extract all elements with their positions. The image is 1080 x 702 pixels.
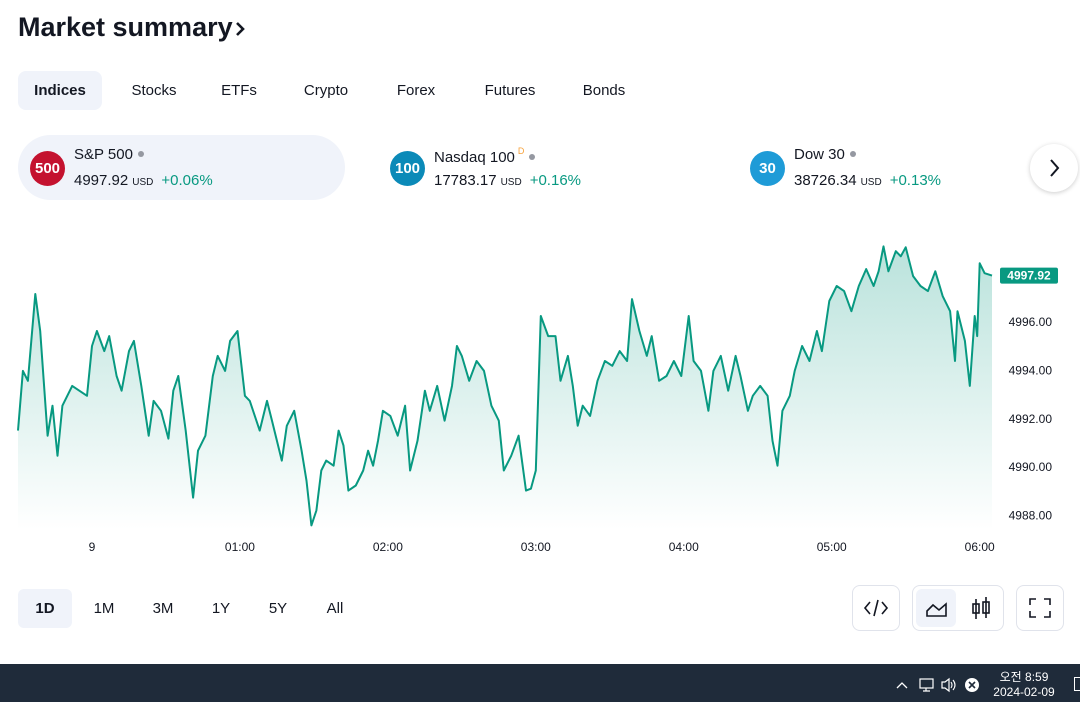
ticker-price: 38726.34 [794,172,857,189]
status-dot [849,151,856,157]
last-value-box [1000,267,1058,284]
clock-time[interactable]: 오전 8:59 [999,670,1049,684]
range-button[interactable]: 1D [18,589,72,628]
y-tick-label: 4996.00 [1009,315,1053,329]
clock-date[interactable]: 2024-02-09 [993,685,1055,699]
show-desktop[interactable] [1074,677,1080,691]
ticker-change: +0.16% [529,172,581,189]
ticker-change: +0.06% [161,172,213,189]
arrow-icon [1050,159,1060,177]
range-button[interactable]: 5Y [268,600,288,617]
next-button[interactable] [1030,144,1078,192]
ticker-currency: USD [860,177,882,188]
ticker-card[interactable] [18,135,345,200]
chart-style-group [912,585,1004,631]
tab[interactable]: Crypto [303,82,349,99]
area-style-button[interactable] [916,589,956,627]
range-button[interactable]: 1Y [211,600,231,617]
status-dot [529,154,536,160]
tab[interactable]: Futures [484,82,536,99]
ticker-card[interactable] [738,135,1065,200]
ticker-price-row: 4997.92 USD +0.06% [74,172,213,189]
ticker-badge: 30 [750,151,785,186]
area-icon [926,602,947,617]
ticker-name-row: Nasdaq 100 D [434,146,536,166]
ticker-card[interactable] [378,135,705,200]
x-tick-label: 03:00 [521,540,551,554]
candle-icon [972,597,990,619]
ticker-change: +0.13% [889,172,941,189]
ticker-badge: 500 [30,151,65,186]
embed-button[interactable] [852,585,900,631]
fullscreen-icon [1029,598,1051,618]
ticker-name[interactable]: Dow 30 [794,146,845,163]
ticker-price: 17783.17 [434,172,497,189]
x-tick-label: 04:00 [669,540,699,554]
y-tick-label: 4994.00 [1009,363,1053,377]
taskbar: 오전 8:59 2024-02-09 [0,664,1080,702]
ticker-price-row: 38726.34 USD +0.13% [794,172,941,189]
range-button[interactable]: All [326,600,344,617]
range-button[interactable]: 1M [93,600,115,617]
last-value-label: 4997.92 [1007,269,1051,283]
ticker-price-row: 17783.17 USD +0.16% [434,172,581,189]
title[interactable]: Market summary [18,12,233,42]
x-tick-label: 9 [89,540,96,554]
ticker-currency: USD [500,177,522,188]
ticker-name-row: S&P 500 [74,146,144,163]
tab[interactable]: Bonds [582,82,626,99]
ticker-price: 4997.92 [74,172,129,189]
price-line [17,245,993,527]
tab[interactable]: Stocks [131,82,177,99]
tab[interactable]: Indices [18,71,102,110]
x-tick-label: 06:00 [965,540,995,554]
ticker-name-row: Dow 30 [794,146,856,163]
area-fill [18,246,992,530]
y-tick-label: 4992.00 [1009,412,1053,426]
ticker-currency: USD [132,177,154,188]
code-icon [863,599,889,617]
range-button[interactable]: 3M [152,600,174,617]
ticker-name[interactable]: S&P 500 [74,146,133,163]
tab[interactable]: Forex [396,82,436,99]
x-tick-label: 05:00 [817,540,847,554]
ticker-flag: D [517,146,525,156]
y-tick-label: 4990.00 [1009,460,1053,474]
x-tick-label: 01:00 [225,540,255,554]
candle-style-button[interactable] [961,589,1001,627]
tray-icons [896,677,979,693]
status-dot [137,151,144,157]
fullscreen-button[interactable] [1016,585,1064,631]
ticker-name[interactable]: Nasdaq 100 [434,149,515,166]
tab[interactable]: ETFs [221,82,257,99]
ticker-badge: 100 [390,151,425,186]
chevron-icon [235,21,245,36]
y-tick-label: 4988.00 [1009,508,1053,522]
header[interactable]: Market summary [18,12,247,43]
x-tick-label: 02:00 [373,540,403,554]
chart: 4988.00 4990.00 4992.00 4994.00 4996.00 9 01:0… [17,245,1058,554]
